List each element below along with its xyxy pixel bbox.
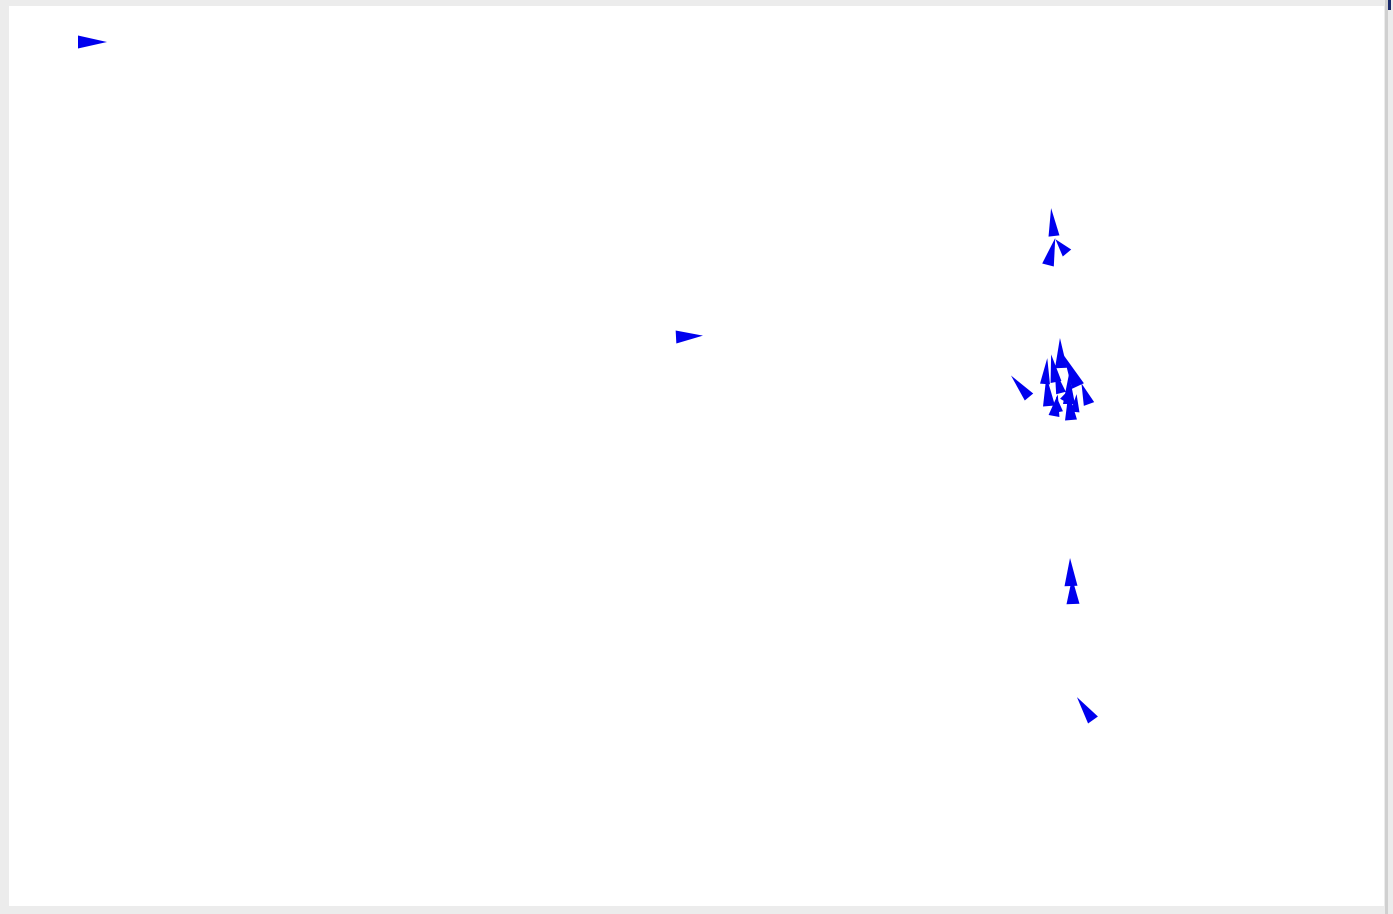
triangle-arrow-icon	[1064, 558, 1078, 587]
triangle-arrow-icon	[1055, 338, 1067, 369]
triangle-arrow-icon	[1076, 697, 1098, 724]
triangle-arrow-icon	[1055, 239, 1072, 257]
triangle-arrow-icon	[1063, 355, 1084, 389]
agents-layer	[78, 35, 1098, 724]
scrollbar-thumb[interactable]	[1388, 0, 1391, 10]
window-border	[1385, 0, 1388, 914]
triangle-arrow-icon	[1048, 208, 1060, 237]
triangle-arrow-icon	[78, 35, 107, 49]
triangle-arrow-icon	[1042, 237, 1056, 267]
triangle-arrow-icon	[1040, 358, 1050, 385]
triangle-arrow-icon	[1060, 385, 1073, 404]
triangle-arrow-icon	[1066, 578, 1080, 605]
triangle-arrow-icon	[1070, 394, 1080, 413]
simulation-canvas[interactable]	[9, 6, 1384, 906]
triangle-arrow-icon	[1055, 396, 1063, 413]
triangle-arrow-icon	[1050, 354, 1062, 383]
triangle-arrow-icon	[1054, 369, 1066, 395]
triangle-arrow-icon	[1043, 376, 1055, 407]
triangle-arrow-icon	[1011, 375, 1034, 401]
triangle-arrow-icon	[1081, 383, 1095, 406]
triangle-arrow-icon	[675, 330, 703, 344]
